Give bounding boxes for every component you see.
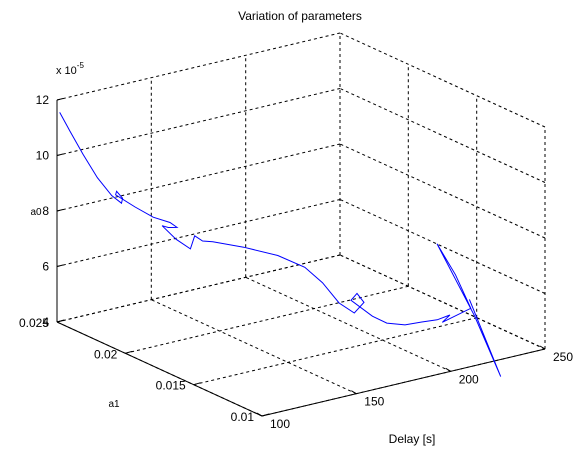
backwall-gridline-z: [57, 144, 340, 211]
x-axis-line: [262, 349, 545, 416]
y-axis-line: [57, 322, 262, 416]
x-tick-mark: [351, 391, 356, 394]
parameter-trajectory-line: [60, 112, 501, 376]
chart-title: Variation of parameters: [238, 9, 362, 23]
x-tick-label: 150: [364, 395, 384, 409]
y-tick-label: 0.02: [94, 347, 118, 361]
z-tick-label: 6: [42, 260, 49, 274]
floor-gridline-x: [340, 255, 545, 349]
sidewall-gridline-z: [340, 89, 545, 183]
x-axis-label: Delay [s]: [389, 432, 436, 446]
chart-grid: [57, 33, 545, 416]
x-tick-label: 250: [553, 350, 573, 364]
sidewall-gridline-z: [340, 255, 545, 349]
x-tick-label: 200: [459, 372, 479, 386]
sidewall-gridline-z: [340, 200, 545, 294]
backwall-gridline-z: [57, 89, 340, 156]
backwall-gridline-z: [57, 33, 340, 100]
chart-data-series: [60, 112, 501, 376]
z-tick-label: 8: [42, 204, 49, 218]
y-tick-label: 0.015: [156, 379, 186, 393]
sidewall-gridline-z: [340, 33, 545, 127]
x-tick-mark: [540, 346, 545, 349]
backwall-gridline-z: [57, 255, 340, 322]
backwall-gridline-z: [57, 200, 340, 267]
x-tick-mark: [446, 368, 451, 371]
x-tick-label: 100: [270, 417, 290, 431]
z-exponent-label: x 10-5: [56, 61, 84, 77]
floor-gridline-x: [246, 277, 451, 371]
y-axis-label: a1: [108, 399, 120, 410]
z-axis-label: a0: [30, 207, 42, 218]
floor-gridline-y: [125, 286, 408, 353]
z-tick-label: 10: [36, 149, 50, 163]
y-tick-label: 0.025: [19, 316, 49, 330]
z-exponent-base: x 10: [56, 65, 77, 77]
floor-gridline-y: [194, 318, 477, 385]
sidewall-gridline-z: [340, 144, 545, 238]
y-tick-label: 0.01: [231, 410, 255, 424]
z-tick-label: 12: [36, 93, 50, 107]
z-exponent-power: -5: [77, 61, 85, 70]
